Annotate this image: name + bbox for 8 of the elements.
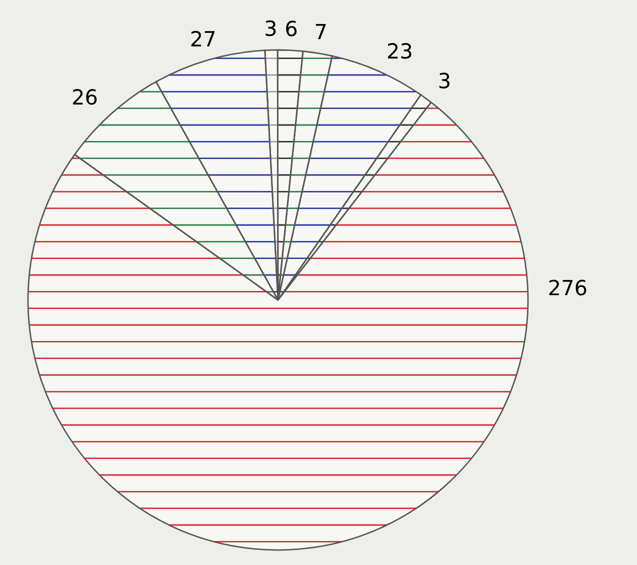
slice-label: 3 (266, 20, 276, 36)
slice-label: 26 (73, 89, 97, 105)
slice-label: 23 (388, 43, 412, 59)
slice-label: 6 (286, 20, 297, 36)
slice-label: 3 (439, 72, 450, 88)
slice-label: 276 (549, 280, 586, 296)
slice-label: 7 (316, 24, 326, 40)
slice-label: 27 (191, 30, 215, 46)
